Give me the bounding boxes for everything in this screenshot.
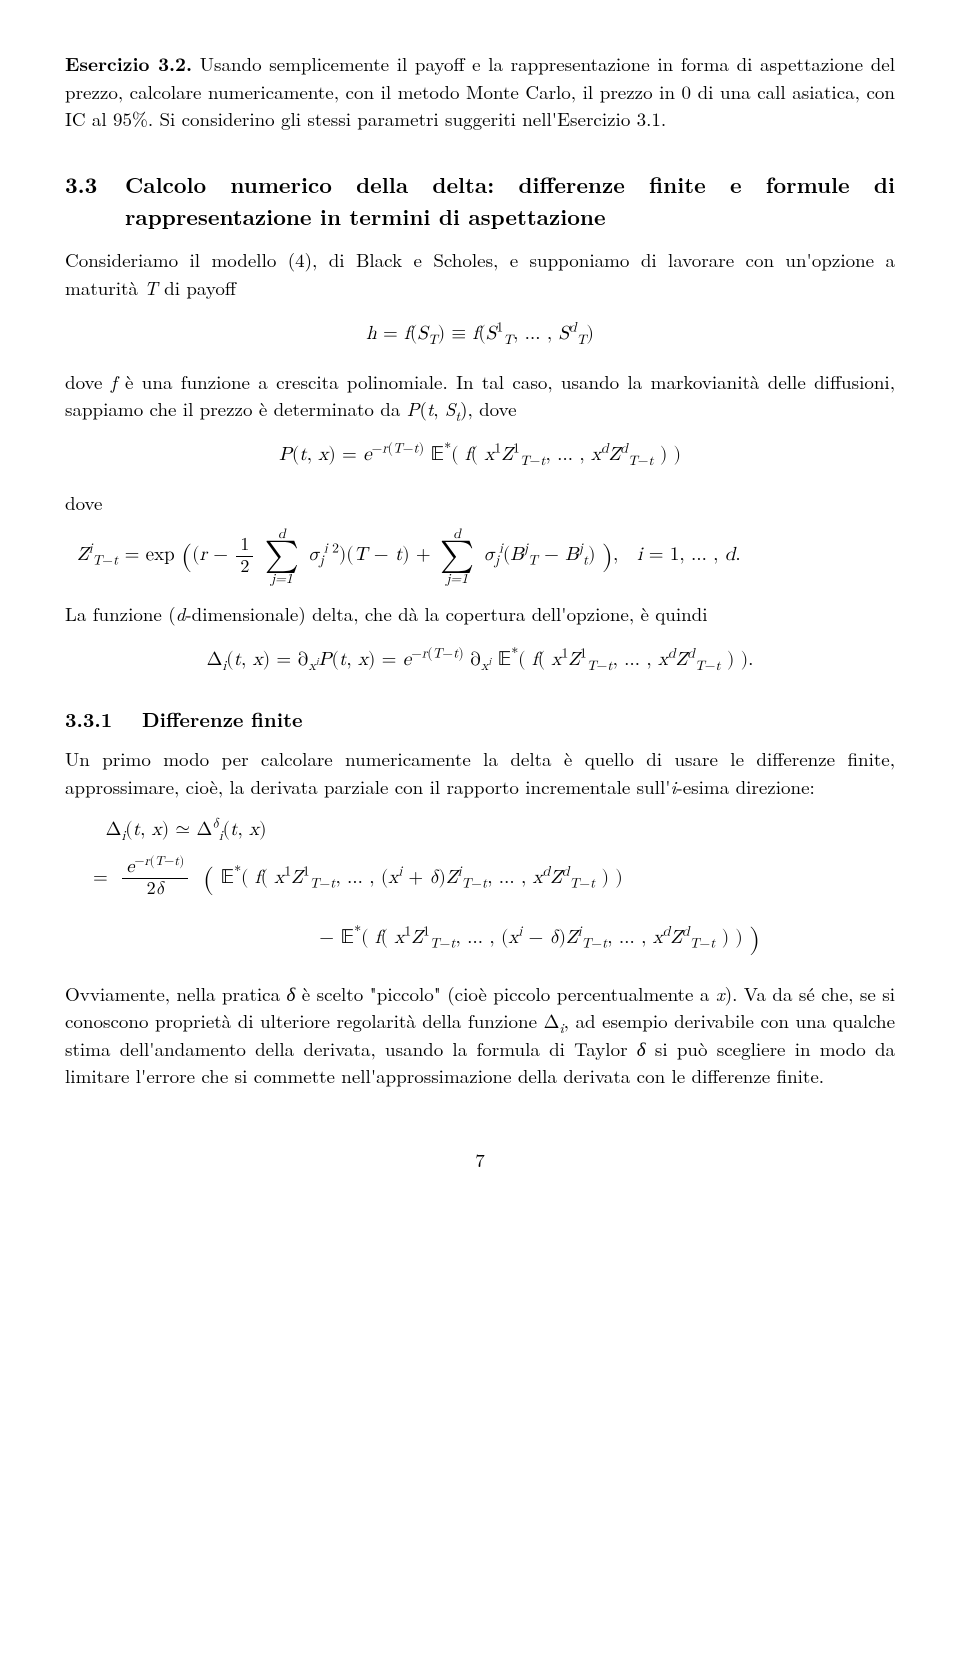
page-number: 7 (65, 1146, 895, 1174)
para-1: Consideriamo il modello (4), di Black e … (65, 246, 895, 301)
eq-Z: ZiT−t = exp ((r − 12 d∑j=1 σji 2)(T − t)… (77, 530, 895, 584)
subsection-number: 3.3.1 (65, 704, 112, 733)
eq-payoff: h = f(ST) ≡ f(S1T, … , SdT) (65, 316, 895, 352)
para-3: dove (65, 489, 895, 517)
exercise-block: Esercizio 3.2. Usando semplicemente il p… (65, 50, 895, 133)
subsection-title: Differenze finite (142, 704, 303, 733)
section-heading: 3.3 Calcolo numerico della delta: differ… (65, 169, 895, 233)
eq-finite-diff: Δi(t, x) ≃ Δδi(t, x) = e−r(T−t) 2δ ( 𝔼*(… (93, 810, 895, 970)
section-number: 3.3 (65, 169, 113, 233)
subsection-heading: 3.3.1 Differenze finite (65, 704, 895, 733)
exercise-label: Esercizio 3.2. (65, 49, 192, 77)
para-6: Ovviamente, nella pratica δ è scelto "pi… (65, 980, 895, 1090)
section-title: Calcolo numerico della delta: differenze… (125, 169, 895, 233)
eq-price: P(t, x) = e−r(T−t) 𝔼*( f( x1Z1T−t, … , x… (65, 437, 895, 473)
para-2: dove f è una funzione a crescita polinom… (65, 368, 895, 423)
para-5: Un primo modo per calcolare numericament… (65, 745, 895, 800)
eq-delta: Δi(t, x) = ∂xiP(t, x) = e−r(T−t) ∂xi 𝔼*(… (65, 642, 895, 678)
para-4: La funzione (d-dimensionale) delta, che … (65, 600, 895, 628)
